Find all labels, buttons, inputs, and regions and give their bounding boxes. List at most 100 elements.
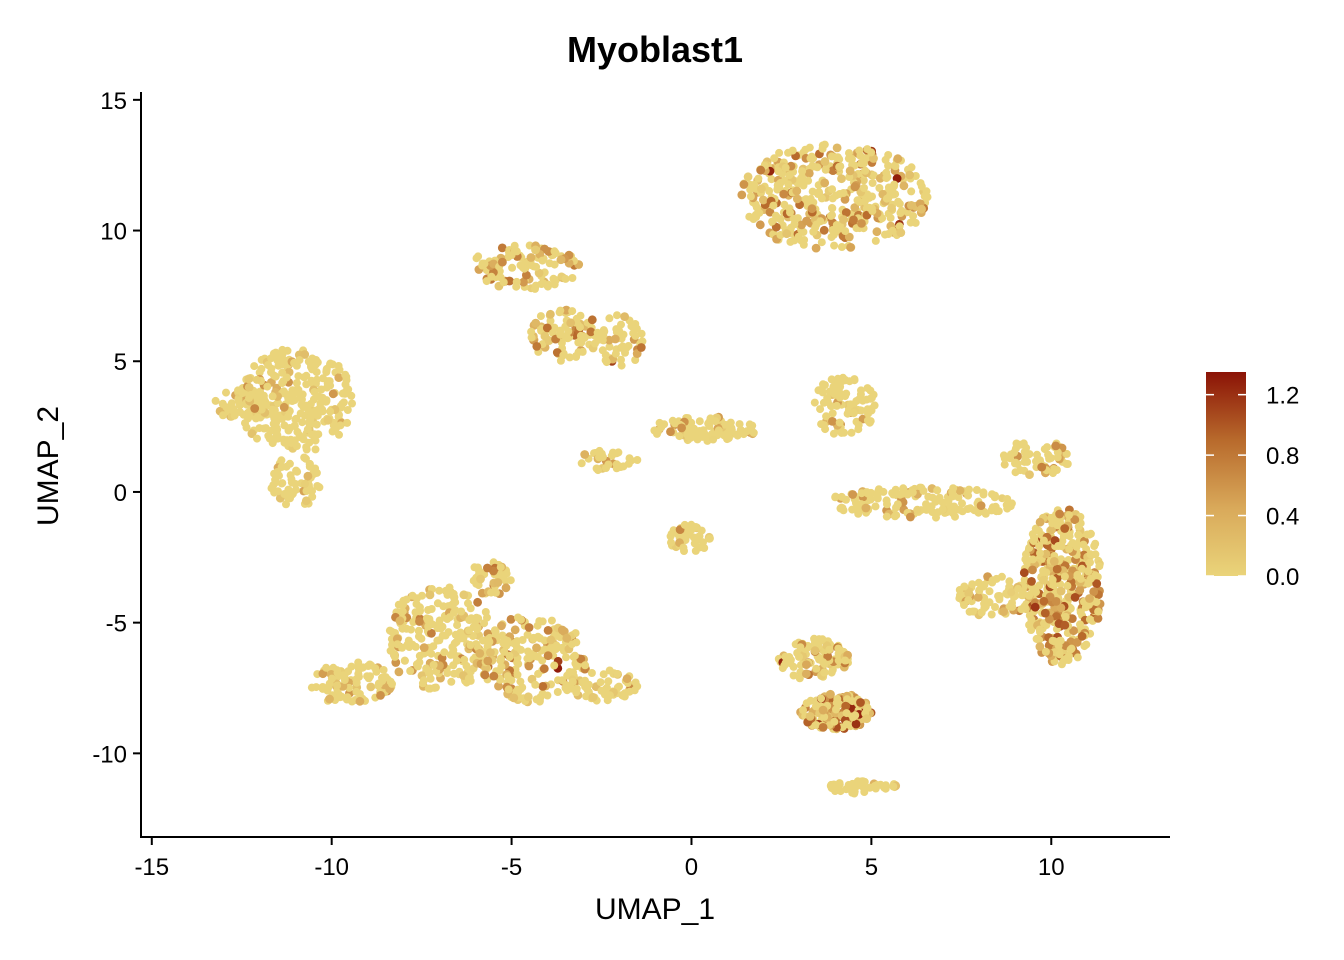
data-point (991, 603, 999, 611)
data-point (311, 445, 320, 454)
data-point (559, 351, 568, 360)
data-point (1007, 499, 1016, 508)
data-point (841, 656, 850, 665)
data-point (826, 211, 835, 220)
data-point (288, 386, 297, 395)
data-point (424, 606, 433, 614)
data-point (258, 398, 267, 407)
data-point (1048, 575, 1057, 584)
data-point (814, 190, 822, 198)
data-point (414, 632, 423, 641)
data-point (1086, 550, 1095, 559)
data-point (831, 493, 840, 502)
data-point (447, 677, 456, 686)
data-point (933, 486, 942, 495)
data-point (415, 651, 424, 660)
data-point (820, 178, 830, 188)
data-point (1031, 524, 1040, 533)
data-point (538, 682, 548, 691)
data-point (512, 277, 521, 286)
data-point (532, 262, 541, 271)
data-point (496, 563, 505, 572)
data-point (756, 165, 766, 175)
data-point (784, 180, 793, 189)
data-point (516, 645, 525, 654)
data-point (429, 642, 438, 651)
data-point (1085, 594, 1094, 603)
data-point (508, 263, 517, 272)
data-point (837, 428, 846, 437)
data-point (581, 661, 590, 670)
data-point (755, 220, 765, 230)
data-point (835, 418, 844, 427)
y-tick-label: 5 (114, 349, 127, 376)
data-point (990, 493, 999, 502)
data-point (1042, 568, 1051, 577)
data-point (884, 151, 893, 159)
data-point (222, 403, 231, 412)
data-point (244, 383, 254, 392)
data-point (775, 148, 784, 157)
data-point (727, 425, 736, 434)
data-point (491, 627, 500, 636)
data-point (871, 236, 880, 245)
data-point (872, 227, 882, 237)
data-point (1019, 439, 1028, 448)
data-point (853, 781, 862, 790)
data-point (1055, 636, 1064, 645)
data-point (443, 615, 452, 623)
data-point (917, 204, 926, 214)
data-point (819, 380, 827, 389)
data-point (1065, 545, 1074, 553)
data-point (292, 379, 301, 387)
data-point (300, 373, 309, 382)
data-point (773, 181, 782, 190)
data-point (1062, 449, 1071, 458)
data-point (1073, 653, 1082, 662)
data-point (1079, 540, 1088, 549)
data-point (584, 680, 593, 689)
data-point (234, 386, 242, 395)
data-point (605, 666, 614, 675)
data-point (499, 278, 508, 287)
data-point (475, 649, 485, 658)
data-point (363, 672, 372, 681)
data-point (245, 394, 253, 403)
data-point (435, 586, 444, 595)
data-point (546, 317, 555, 325)
data-point (1022, 550, 1030, 559)
data-point (1041, 549, 1051, 559)
data-point (977, 608, 986, 617)
data-point (882, 496, 891, 505)
data-point (1085, 615, 1094, 624)
data-point (720, 431, 729, 440)
data-point (617, 355, 625, 364)
data-point (907, 187, 916, 196)
data-point (1025, 591, 1034, 600)
data-point (1037, 462, 1047, 472)
data-point (303, 471, 313, 481)
data-point (1093, 614, 1103, 623)
data-point (291, 480, 300, 488)
data-point (866, 495, 875, 504)
data-point (443, 669, 452, 677)
data-point (419, 676, 428, 685)
data-point (919, 486, 928, 495)
data-point (842, 709, 851, 718)
data-point (829, 780, 838, 789)
data-point (994, 507, 1003, 516)
data-point (1092, 579, 1102, 588)
data-point (1081, 603, 1090, 612)
data-point (758, 195, 768, 205)
data-point (1080, 642, 1089, 651)
data-point (825, 387, 834, 396)
data-point (337, 692, 346, 701)
data-point (1028, 565, 1037, 575)
data-point (792, 186, 802, 196)
data-point (987, 610, 996, 619)
data-point (254, 392, 263, 401)
data-point (497, 621, 506, 631)
data-point (355, 696, 365, 706)
data-point (553, 688, 562, 696)
data-point (498, 257, 507, 267)
